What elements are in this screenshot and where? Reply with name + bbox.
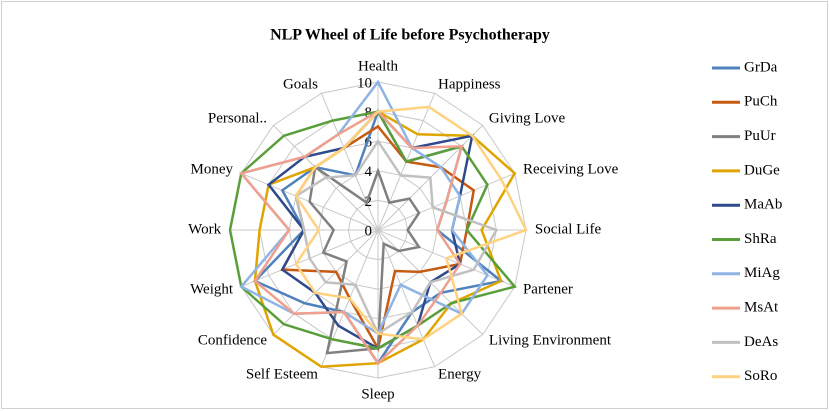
axis-label: Goals <box>283 76 318 92</box>
series-line <box>239 110 464 366</box>
r-tick-label: 0 <box>365 223 373 239</box>
legend-label: PuCh <box>744 94 778 110</box>
legend-label: MaAb <box>744 197 782 213</box>
axis-label: Confidence <box>198 332 267 348</box>
legend-label: PuUr <box>744 128 776 144</box>
axis-label: Sleep <box>361 386 394 402</box>
axis-label: Social Life <box>535 221 602 237</box>
spoke <box>320 93 379 231</box>
r-tick-label: 6 <box>365 135 373 151</box>
axis-label: Self Esteem <box>246 366 318 382</box>
legend-label: DuGe <box>744 162 780 178</box>
r-tick-label: 4 <box>365 164 373 180</box>
legend-label: GrDa <box>744 59 778 75</box>
spoke <box>377 229 436 367</box>
axis-label: Receiving Love <box>523 161 619 177</box>
axis-label: Partener <box>523 281 573 297</box>
axis-label: Giving Love <box>489 111 566 127</box>
axis-label: Health <box>358 59 398 75</box>
legend-label: MsAt <box>744 300 779 316</box>
axis-label: Living Environment <box>489 332 612 348</box>
axis-label: Happiness <box>438 76 501 92</box>
axis-label: Work <box>188 221 221 237</box>
r-tick-label: 10 <box>357 75 372 91</box>
legend-label: SoRo <box>744 368 777 384</box>
axis-label: Money <box>191 161 234 177</box>
series-line <box>294 105 528 341</box>
axis-label: Personal.. <box>208 111 267 127</box>
series-line <box>228 110 517 350</box>
axis-label: Energy <box>438 366 482 382</box>
legend-label: DeAs <box>744 334 778 350</box>
legend-label: ShRa <box>744 231 777 247</box>
legend-label: MiAg <box>744 265 780 281</box>
chart-title: NLP Wheel of Life before Psychotherapy <box>270 27 550 44</box>
axis-label: Weight <box>190 281 234 297</box>
